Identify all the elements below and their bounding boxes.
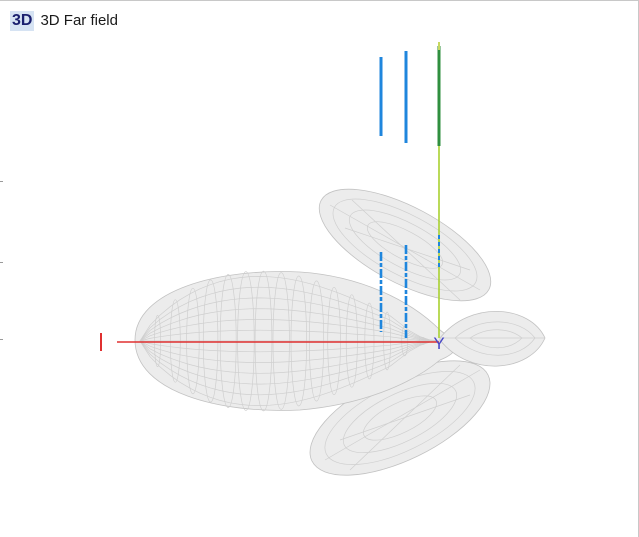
frame-tick xyxy=(0,339,3,340)
frame-tick xyxy=(0,181,3,182)
3d-badge-icon: 3D xyxy=(10,11,35,31)
element-bars-projection xyxy=(379,235,440,338)
lower-side-lobe xyxy=(309,360,491,476)
element-bars-upper xyxy=(379,42,441,146)
frame-tick xyxy=(0,262,3,263)
view-title-bar: 3D 3D Far field xyxy=(10,10,118,32)
frame-top-edge xyxy=(0,0,639,1)
y-axis-label: Y xyxy=(433,334,444,353)
front-small-lobe xyxy=(439,310,546,367)
view-title: 3D Far field xyxy=(40,12,118,29)
main-lobe xyxy=(134,270,456,412)
